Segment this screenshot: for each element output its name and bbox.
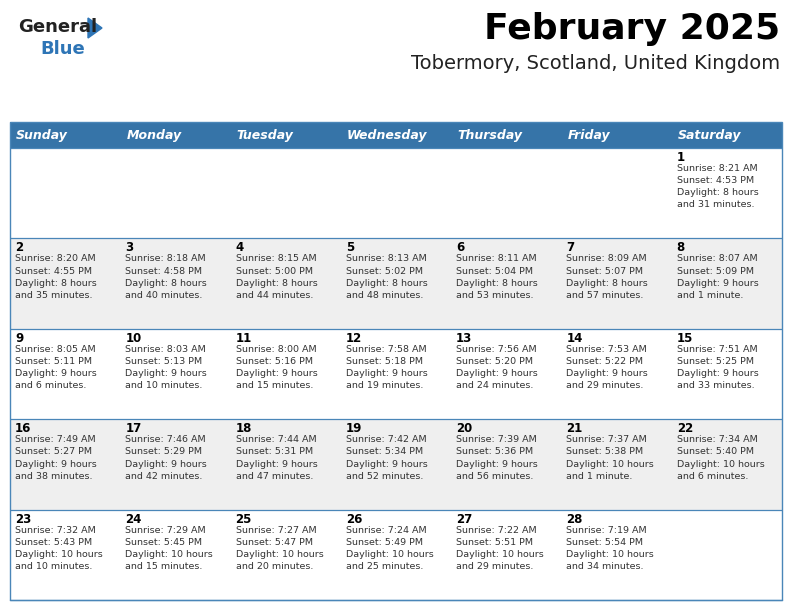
Text: Sunrise: 8:13 AM
Sunset: 5:02 PM
Daylight: 8 hours
and 48 minutes.: Sunrise: 8:13 AM Sunset: 5:02 PM Dayligh…	[346, 255, 428, 300]
Text: Sunrise: 7:29 AM
Sunset: 5:45 PM
Daylight: 10 hours
and 15 minutes.: Sunrise: 7:29 AM Sunset: 5:45 PM Dayligh…	[125, 526, 213, 571]
Bar	[10, 239, 782, 329]
Text: 12: 12	[346, 332, 362, 345]
Text: 1: 1	[676, 151, 685, 164]
Text: Wednesday: Wednesday	[347, 129, 428, 141]
Text: 19: 19	[346, 422, 362, 435]
Bar	[562, 122, 672, 148]
Text: 23: 23	[15, 513, 31, 526]
Text: Sunrise: 8:20 AM
Sunset: 4:55 PM
Daylight: 8 hours
and 35 minutes.: Sunrise: 8:20 AM Sunset: 4:55 PM Dayligh…	[15, 255, 97, 300]
Text: Sunrise: 7:32 AM
Sunset: 5:43 PM
Daylight: 10 hours
and 10 minutes.: Sunrise: 7:32 AM Sunset: 5:43 PM Dayligh…	[15, 526, 103, 571]
Text: 9: 9	[15, 332, 23, 345]
Text: Thursday: Thursday	[457, 129, 522, 141]
Bar	[451, 122, 562, 148]
Text: 27: 27	[456, 513, 472, 526]
Text: February 2025: February 2025	[484, 12, 780, 46]
Text: 10: 10	[125, 332, 142, 345]
Text: Sunrise: 7:27 AM
Sunset: 5:47 PM
Daylight: 10 hours
and 20 minutes.: Sunrise: 7:27 AM Sunset: 5:47 PM Dayligh…	[235, 526, 323, 571]
Text: 24: 24	[125, 513, 142, 526]
Text: Sunrise: 7:19 AM
Sunset: 5:54 PM
Daylight: 10 hours
and 34 minutes.: Sunrise: 7:19 AM Sunset: 5:54 PM Dayligh…	[566, 526, 654, 571]
Text: Sunrise: 7:37 AM
Sunset: 5:38 PM
Daylight: 10 hours
and 1 minute.: Sunrise: 7:37 AM Sunset: 5:38 PM Dayligh…	[566, 435, 654, 480]
Text: 3: 3	[125, 241, 133, 255]
Text: 18: 18	[235, 422, 252, 435]
Text: General: General	[18, 18, 97, 36]
Bar	[10, 122, 782, 600]
Text: Sunrise: 7:42 AM
Sunset: 5:34 PM
Daylight: 9 hours
and 52 minutes.: Sunrise: 7:42 AM Sunset: 5:34 PM Dayligh…	[346, 435, 428, 480]
Text: Sunrise: 8:00 AM
Sunset: 5:16 PM
Daylight: 9 hours
and 15 minutes.: Sunrise: 8:00 AM Sunset: 5:16 PM Dayligh…	[235, 345, 318, 390]
Text: Blue: Blue	[40, 40, 85, 58]
Text: 28: 28	[566, 513, 583, 526]
Bar	[10, 122, 120, 148]
Text: Sunrise: 8:05 AM
Sunset: 5:11 PM
Daylight: 9 hours
and 6 minutes.: Sunrise: 8:05 AM Sunset: 5:11 PM Dayligh…	[15, 345, 97, 390]
Bar	[230, 122, 341, 148]
Text: 13: 13	[456, 332, 472, 345]
Text: Sunrise: 7:51 AM
Sunset: 5:25 PM
Daylight: 9 hours
and 33 minutes.: Sunrise: 7:51 AM Sunset: 5:25 PM Dayligh…	[676, 345, 759, 390]
Bar	[120, 122, 230, 148]
Bar	[10, 329, 782, 419]
Text: Sunrise: 7:39 AM
Sunset: 5:36 PM
Daylight: 9 hours
and 56 minutes.: Sunrise: 7:39 AM Sunset: 5:36 PM Dayligh…	[456, 435, 538, 480]
Text: Sunrise: 8:03 AM
Sunset: 5:13 PM
Daylight: 9 hours
and 10 minutes.: Sunrise: 8:03 AM Sunset: 5:13 PM Dayligh…	[125, 345, 207, 390]
Text: Monday: Monday	[126, 129, 181, 141]
Bar	[10, 510, 782, 600]
Text: 4: 4	[235, 241, 244, 255]
Text: Tuesday: Tuesday	[237, 129, 294, 141]
Text: Sunrise: 7:24 AM
Sunset: 5:49 PM
Daylight: 10 hours
and 25 minutes.: Sunrise: 7:24 AM Sunset: 5:49 PM Dayligh…	[346, 526, 433, 571]
Text: 20: 20	[456, 422, 472, 435]
Text: Sunday: Sunday	[16, 129, 68, 141]
Bar	[341, 122, 451, 148]
Text: Sunrise: 7:34 AM
Sunset: 5:40 PM
Daylight: 10 hours
and 6 minutes.: Sunrise: 7:34 AM Sunset: 5:40 PM Dayligh…	[676, 435, 764, 480]
Text: 21: 21	[566, 422, 583, 435]
Text: 22: 22	[676, 422, 693, 435]
Text: Sunrise: 7:46 AM
Sunset: 5:29 PM
Daylight: 9 hours
and 42 minutes.: Sunrise: 7:46 AM Sunset: 5:29 PM Dayligh…	[125, 435, 207, 480]
Text: Tobermory, Scotland, United Kingdom: Tobermory, Scotland, United Kingdom	[411, 54, 780, 73]
Bar	[10, 419, 782, 510]
Text: Saturday: Saturday	[678, 129, 741, 141]
Text: 16: 16	[15, 422, 32, 435]
Bar	[672, 122, 782, 148]
Text: 11: 11	[235, 332, 252, 345]
Text: 26: 26	[346, 513, 362, 526]
Text: Sunrise: 8:21 AM
Sunset: 4:53 PM
Daylight: 8 hours
and 31 minutes.: Sunrise: 8:21 AM Sunset: 4:53 PM Dayligh…	[676, 164, 759, 209]
Text: Sunrise: 8:07 AM
Sunset: 5:09 PM
Daylight: 9 hours
and 1 minute.: Sunrise: 8:07 AM Sunset: 5:09 PM Dayligh…	[676, 255, 759, 300]
Text: Sunrise: 8:18 AM
Sunset: 4:58 PM
Daylight: 8 hours
and 40 minutes.: Sunrise: 8:18 AM Sunset: 4:58 PM Dayligh…	[125, 255, 207, 300]
Text: Sunrise: 7:49 AM
Sunset: 5:27 PM
Daylight: 9 hours
and 38 minutes.: Sunrise: 7:49 AM Sunset: 5:27 PM Dayligh…	[15, 435, 97, 480]
Text: Sunrise: 7:53 AM
Sunset: 5:22 PM
Daylight: 9 hours
and 29 minutes.: Sunrise: 7:53 AM Sunset: 5:22 PM Dayligh…	[566, 345, 648, 390]
Text: 8: 8	[676, 241, 685, 255]
Text: 6: 6	[456, 241, 464, 255]
Text: 17: 17	[125, 422, 142, 435]
Text: Sunrise: 8:11 AM
Sunset: 5:04 PM
Daylight: 8 hours
and 53 minutes.: Sunrise: 8:11 AM Sunset: 5:04 PM Dayligh…	[456, 255, 538, 300]
Text: Sunrise: 8:15 AM
Sunset: 5:00 PM
Daylight: 8 hours
and 44 minutes.: Sunrise: 8:15 AM Sunset: 5:00 PM Dayligh…	[235, 255, 318, 300]
Text: 25: 25	[235, 513, 252, 526]
Bar	[10, 148, 782, 239]
Text: 15: 15	[676, 332, 693, 345]
Text: Sunrise: 7:22 AM
Sunset: 5:51 PM
Daylight: 10 hours
and 29 minutes.: Sunrise: 7:22 AM Sunset: 5:51 PM Dayligh…	[456, 526, 544, 571]
Text: 7: 7	[566, 241, 574, 255]
Text: 2: 2	[15, 241, 23, 255]
Polygon shape	[88, 18, 102, 38]
Text: 14: 14	[566, 332, 583, 345]
Text: Friday: Friday	[567, 129, 610, 141]
Text: Sunrise: 8:09 AM
Sunset: 5:07 PM
Daylight: 8 hours
and 57 minutes.: Sunrise: 8:09 AM Sunset: 5:07 PM Dayligh…	[566, 255, 648, 300]
Text: Sunrise: 7:56 AM
Sunset: 5:20 PM
Daylight: 9 hours
and 24 minutes.: Sunrise: 7:56 AM Sunset: 5:20 PM Dayligh…	[456, 345, 538, 390]
Text: 5: 5	[346, 241, 354, 255]
Text: Sunrise: 7:44 AM
Sunset: 5:31 PM
Daylight: 9 hours
and 47 minutes.: Sunrise: 7:44 AM Sunset: 5:31 PM Dayligh…	[235, 435, 318, 480]
Text: Sunrise: 7:58 AM
Sunset: 5:18 PM
Daylight: 9 hours
and 19 minutes.: Sunrise: 7:58 AM Sunset: 5:18 PM Dayligh…	[346, 345, 428, 390]
